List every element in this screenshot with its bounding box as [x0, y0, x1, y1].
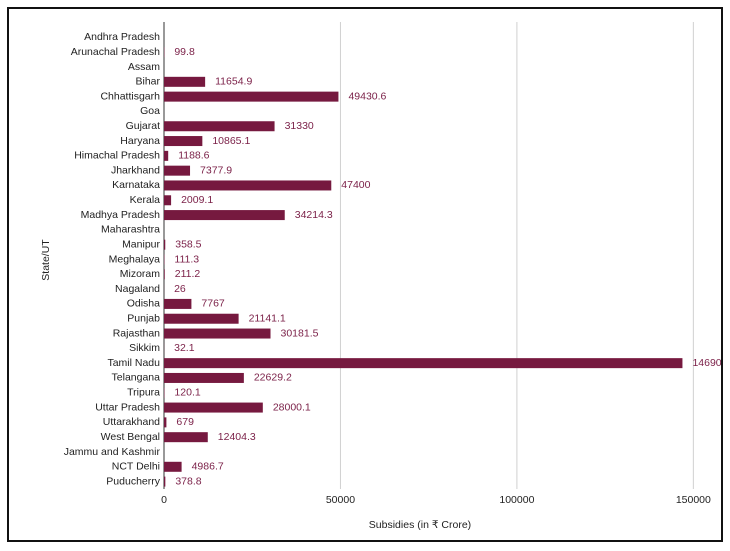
y-tick-label: Meghalaya [109, 253, 161, 265]
y-tick-label: Gujarat [126, 120, 161, 132]
data-label: 679 [176, 416, 194, 428]
bar [164, 313, 239, 324]
bar [164, 328, 271, 339]
bar [164, 358, 683, 369]
bar [164, 432, 208, 443]
y-tick-label: Jharkhand [111, 164, 160, 176]
bar [164, 180, 332, 191]
bar [164, 298, 192, 309]
bar [164, 195, 172, 206]
y-axis-title: State/UT [40, 239, 52, 281]
y-tick-label: Tamil Nadu [107, 357, 160, 369]
data-label: 49430.6 [348, 90, 386, 102]
y-tick-label: Odisha [127, 298, 160, 310]
bar [164, 91, 339, 102]
y-tick-label: Manipur [122, 238, 160, 250]
y-tick-label: Nagaland [115, 283, 160, 295]
y-tick-label: Puducherry [106, 475, 160, 487]
data-label: 146908 [692, 357, 727, 369]
data-label: 28000.1 [273, 401, 311, 413]
y-tick-label: NCT Delhi [112, 461, 160, 473]
bar [164, 372, 244, 383]
data-label: 30181.5 [281, 327, 319, 339]
bar [164, 239, 166, 250]
data-label: 22629.2 [254, 372, 292, 384]
y-tick-label: Rajasthan [113, 327, 160, 339]
y-tick-label: Karnataka [112, 179, 160, 191]
data-label: 378.8 [175, 475, 201, 487]
bar [164, 210, 285, 221]
data-label: 99.8 [174, 46, 195, 58]
data-label: 26 [174, 283, 186, 295]
bar [164, 121, 275, 132]
data-label: 12404.3 [218, 431, 256, 443]
y-tick-label: Mizoram [120, 268, 161, 280]
x-tick-label: 100000 [499, 494, 534, 506]
bar [164, 476, 166, 487]
y-tick-label: Uttarakhand [103, 416, 160, 428]
y-tick-label: Kerala [130, 194, 161, 206]
y-tick-label: Himachal Pradesh [74, 150, 160, 162]
data-label: 1188.6 [178, 150, 209, 162]
data-label: 211.2 [175, 268, 201, 280]
y-tick-label: Chhattisgarh [100, 90, 160, 102]
data-label: 7767 [201, 298, 225, 310]
data-label: 21141.1 [249, 313, 286, 325]
data-label: 120.1 [174, 387, 200, 399]
y-tick-label: Telangana [112, 372, 161, 384]
data-label: 31330 [285, 120, 314, 132]
bar [164, 165, 191, 176]
bar [164, 402, 263, 413]
y-tick-label: Uttar Pradesh [95, 401, 160, 413]
y-tick-label: Sikkim [129, 342, 160, 354]
y-tick-label: Arunachal Pradesh [71, 46, 160, 58]
bar [164, 417, 167, 428]
data-label: 2009.1 [181, 194, 213, 206]
y-tick-label: Jammu and Kashmir [64, 446, 161, 458]
chart-frame [7, 7, 723, 542]
y-tick-label: West Bengal [101, 431, 160, 443]
bar [164, 461, 182, 472]
data-label: 11654.9 [215, 76, 252, 88]
data-label: 358.5 [175, 238, 201, 250]
bar [164, 269, 165, 280]
data-label: 47400 [341, 179, 370, 191]
x-tick-label: 50000 [326, 494, 355, 506]
x-axis-title: Subsidies (in ₹ Crore) [369, 519, 471, 531]
y-tick-label: Assam [128, 61, 160, 73]
y-tick-label: Tripura [127, 387, 160, 399]
bar [164, 76, 206, 87]
data-label: 111.3 [174, 253, 199, 265]
data-label: 34214.3 [295, 209, 333, 221]
data-label: 4986.7 [192, 461, 224, 473]
data-label: 7377.9 [200, 164, 232, 176]
y-tick-label: Maharashtra [101, 224, 160, 236]
data-label: 32.1 [174, 342, 195, 354]
y-tick-label: Madhya Pradesh [81, 209, 161, 221]
y-tick-label: Bihar [135, 76, 160, 88]
y-tick-label: Goa [140, 105, 160, 117]
x-tick-label: 150000 [676, 494, 711, 506]
bar [164, 150, 169, 161]
data-label: 10865.1 [212, 135, 250, 147]
y-tick-label: Haryana [120, 135, 160, 147]
y-tick-label: Punjab [127, 313, 160, 325]
x-tick-label: 0 [161, 494, 167, 506]
y-tick-label: Andhra Pradesh [84, 31, 160, 43]
bar [164, 136, 203, 147]
